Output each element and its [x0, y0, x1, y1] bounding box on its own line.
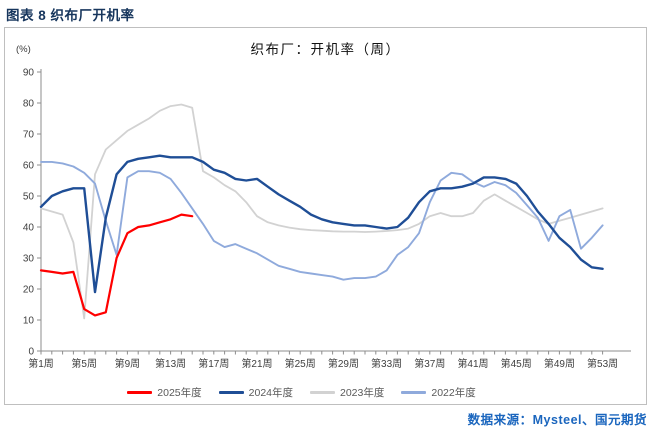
series-line-2022年度 [40, 160, 604, 281]
y-tick-label: 30 [23, 254, 35, 265]
figure-caption: 图表 8 织布厂开机率 [6, 8, 135, 23]
y-tick-label: 20 [23, 285, 35, 296]
legend-label: 2023年度 [340, 387, 385, 399]
x-tick-label: 第45周 [501, 357, 532, 370]
x-tick-label: 第29周 [328, 357, 359, 370]
x-tick-label: 第25周 [285, 357, 316, 370]
series-line-2023年度 [40, 103, 604, 320]
legend-line-swatch [218, 391, 244, 394]
x-tick-label: 第49周 [544, 357, 575, 370]
y-tick-label: 60 [23, 161, 35, 172]
y-tick-label: 90 [23, 68, 35, 79]
x-tick-label: 第21周 [241, 357, 272, 370]
data-source-note: 数据来源：Mysteel、国元期货 [467, 413, 647, 427]
chart-title: 织布厂：开机率（周） [250, 42, 401, 57]
y-axis-unit-label: (%) [16, 44, 31, 55]
legend-label: 2022年度 [431, 387, 476, 399]
x-tick-label: 第5周 [71, 357, 97, 370]
line-chart: 0 10 20 30 40 50 60 70 80 90 第1周 第5周 第9周 第13周 第17周 第21周… [23, 68, 631, 370]
y-tick-label: 70 [23, 130, 35, 141]
legend-label: 2025年度 [157, 387, 202, 399]
x-tick-label: 第33周 [371, 357, 402, 370]
x-tick-label: 第37周 [414, 357, 445, 370]
chart-panel: 织布厂：开机率（周） (%) 0 10 20 30 40 50 60 70 80 90 第1周 第5周… [4, 27, 647, 405]
legend-item: 2023年度 [310, 385, 384, 400]
legend-item: 2024年度 [218, 385, 293, 400]
legend-line-swatch [401, 391, 427, 394]
legend-line-swatch [310, 391, 335, 394]
x-tick-label: 第53周 [587, 357, 618, 370]
y-tick-label: 10 [23, 316, 35, 327]
x-tick-label: 第41周 [457, 357, 488, 370]
x-tick-label: 第9周 [115, 357, 141, 370]
y-tick-label: 50 [23, 192, 35, 203]
legend-item: 2025年度 [127, 385, 202, 400]
series-line-2024年度 [39, 154, 604, 294]
x-tick-label: 第17周 [198, 357, 229, 370]
legend-label: 2024年度 [248, 387, 293, 399]
y-tick-label: 40 [23, 223, 35, 234]
chart-legend: 2025年度 2024年度 2023年度 2022年度 [0, 385, 622, 400]
legend-item: 2022年度 [401, 385, 476, 400]
x-tick-label: 第1周 [28, 357, 54, 370]
legend-line-swatch [127, 391, 153, 394]
x-tick-label: 第13周 [155, 357, 186, 370]
y-tick-label: 80 [23, 99, 35, 110]
y-tick-label: 0 [28, 347, 34, 358]
series-line-2025年度 [39, 213, 194, 317]
